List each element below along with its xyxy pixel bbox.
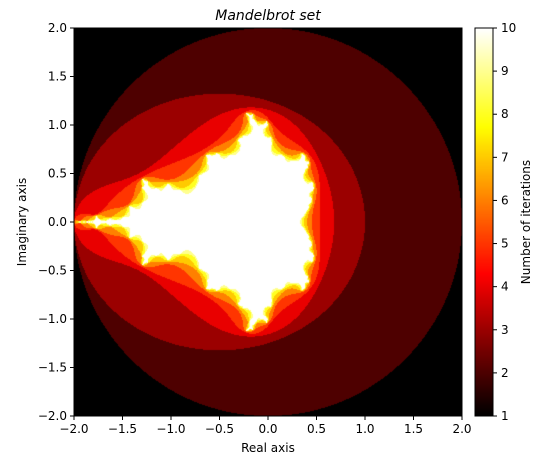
colorbar-tick-label: 3 xyxy=(501,323,509,337)
colorbar-tick-label: 4 xyxy=(501,280,509,294)
x-tick-label: −1.5 xyxy=(108,422,137,436)
colorbar-gradient xyxy=(475,28,493,416)
y-tick-label: −0.5 xyxy=(38,264,67,278)
colorbar-tick-label: 6 xyxy=(501,193,509,207)
y-tick-label: −1.5 xyxy=(38,361,67,375)
x-tick-label: 1.0 xyxy=(355,422,374,436)
x-tick-label: −1.0 xyxy=(156,422,185,436)
y-tick-label: 2.0 xyxy=(48,21,67,35)
x-tick-label: 0.5 xyxy=(307,422,326,436)
plot-area xyxy=(73,27,463,417)
y-tick-label: −1.0 xyxy=(38,312,67,326)
colorbar-tick-label: 9 xyxy=(501,64,509,78)
colorbar-ticks: 1 2 3 4 5 6 7 8 9 10 xyxy=(493,21,516,423)
colorbar-tick-label: 1 xyxy=(501,409,509,423)
colorbar-tick-label: 2 xyxy=(501,366,509,380)
mandelbrot-heatmap xyxy=(74,28,462,416)
x-tick-label: 2.0 xyxy=(452,422,471,436)
y-tick-label: −2.0 xyxy=(38,409,67,423)
y-tick-label: 1.5 xyxy=(48,70,67,84)
colorbar-tick-label: 8 xyxy=(501,107,509,121)
y-tick-label: 1.0 xyxy=(48,118,67,132)
x-tick-label: −2.0 xyxy=(59,422,88,436)
chart-title: Mandelbrot set xyxy=(215,8,321,24)
colorbar-tick-label: 10 xyxy=(501,21,516,35)
colorbar-tick-label: 5 xyxy=(501,237,509,251)
x-tick-label: −0.5 xyxy=(205,422,234,436)
colorbar-label: Number of iterations xyxy=(519,160,533,284)
colorbar: 1 2 3 4 5 6 7 8 9 10 Number of iterations xyxy=(474,21,533,423)
colorbar-tick-label: 7 xyxy=(501,150,509,164)
y-axis-label: Imaginary axis xyxy=(15,178,29,266)
colorbar-frame xyxy=(474,27,494,417)
y-axis-ticks: 2.0 1.5 1.0 0.5 0.0 −0.5 −1.0 −1.5 −2.0 xyxy=(38,21,74,423)
x-axis-ticks: −2.0 −1.5 −1.0 −0.5 0.0 0.5 1.0 1.5 2.0 xyxy=(59,416,472,436)
y-tick-label: 0.0 xyxy=(48,215,67,229)
x-tick-label: 0.0 xyxy=(258,422,277,436)
x-tick-label: 1.5 xyxy=(404,422,423,436)
y-tick-label: 0.5 xyxy=(48,167,67,181)
x-axis-label: Real axis xyxy=(241,441,295,455)
